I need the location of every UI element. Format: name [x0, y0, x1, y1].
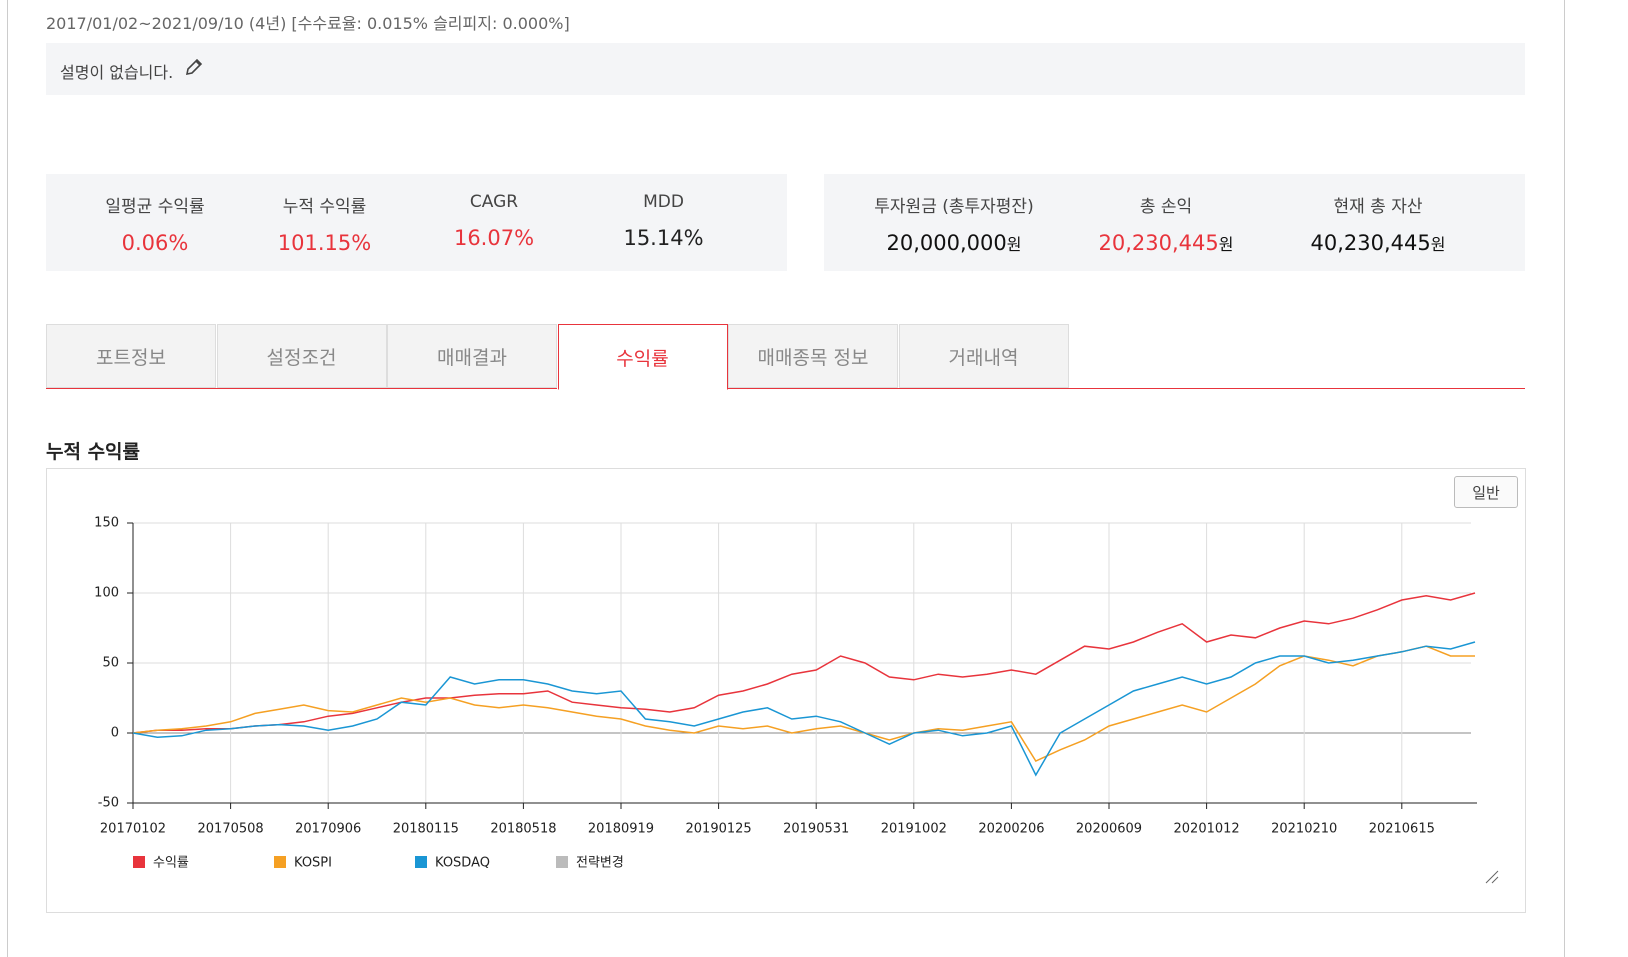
y-tick-label: 0	[111, 726, 119, 741]
legend-label: 수익률	[153, 856, 189, 871]
stat: CAGR 16.07%	[409, 192, 579, 250]
x-tick-label: 20180518	[490, 822, 556, 837]
y-tick-label: 50	[102, 656, 119, 671]
stat: 누적 수익률 101.15%	[240, 192, 410, 255]
stat-value: 20,230,445원	[1046, 231, 1286, 255]
stat-number: 15.14%	[623, 226, 704, 250]
x-tick-label: 20200609	[1076, 822, 1142, 837]
x-tick-label: 20170102	[100, 822, 166, 837]
stat-label: 총 손익	[1139, 197, 1193, 217]
chart: -50 0 50 100 150 20170102 20170508 20170906 2018…	[94, 516, 1499, 884]
stat-value: 101.15%	[240, 231, 410, 255]
legend-label: KOSPI	[294, 856, 332, 871]
x-tick-label: 20170906	[295, 822, 361, 837]
chart-box	[46, 468, 1526, 913]
series-line	[132, 592, 1476, 734]
stat-unit: 원	[1430, 235, 1446, 254]
y-tick-label: 100	[94, 586, 119, 601]
tab[interactable]: 매매종목 정보	[728, 324, 898, 388]
tab[interactable]: 거래내역	[898, 324, 1069, 388]
tab[interactable]: 설정조건	[216, 324, 387, 388]
x-tick-label: 20180115	[393, 822, 459, 837]
stat-number: 20,230,445	[1098, 231, 1219, 255]
stat-value: 40,230,445원	[1258, 231, 1498, 255]
resize-handle	[1485, 870, 1499, 884]
series-line	[132, 645, 1475, 762]
stat-label: 일평균 수익률	[105, 197, 205, 217]
stat: 현재 총 자산 40,230,445원	[1258, 192, 1498, 255]
legend-label: 전략변경	[576, 856, 624, 871]
section-title: 누적 수익률	[46, 441, 141, 463]
stats-right-box: 투자원금 (총투자평잔) 20,000,000원 총 손익 20,230,445원 현재…	[824, 174, 1525, 271]
description-box: 설명이 없습니다.	[46, 43, 1525, 95]
stat-label: 투자원금 (총투자평잔)	[874, 197, 1034, 217]
tab[interactable]: 매매결과	[387, 324, 557, 388]
x-tick-label: 20210210	[1271, 822, 1337, 837]
stat-number: 101.15%	[277, 231, 372, 255]
x-tick-label: 20191002	[881, 822, 947, 837]
stat-number: 0.06%	[121, 231, 189, 255]
stat: 투자원금 (총투자평잔) 20,000,000원	[834, 192, 1074, 255]
y-tick-label: -50	[98, 796, 119, 811]
stat-label: 누적 수익률	[282, 197, 367, 217]
tab-underline	[46, 388, 557, 389]
stat: MDD 15.14%	[579, 192, 749, 250]
legend-swatch	[274, 856, 286, 868]
stat: 일평균 수익률 0.06%	[70, 192, 240, 255]
legend-swatch	[415, 856, 427, 868]
tab[interactable]: 포트정보	[46, 324, 216, 388]
x-tick-label: 20180919	[588, 822, 654, 837]
stat-number: 16.07%	[453, 226, 535, 250]
stat-label: 현재 총 자산	[1333, 197, 1423, 217]
tab[interactable]: 수익률	[557, 324, 728, 390]
x-tick-label: 20190531	[783, 822, 849, 837]
x-tick-label: 20170508	[198, 822, 264, 837]
tab-underline	[727, 388, 1525, 389]
stat-label: CAGR	[469, 192, 519, 212]
stats-left-box: 일평균 수익률 0.06% 누적 수익률 101.15% CAGR 16.07% MDD 15…	[46, 174, 787, 271]
legend-swatch	[556, 856, 568, 868]
stat-unit: 원	[1006, 235, 1022, 254]
stat-number: 20,000,000	[886, 231, 1007, 255]
stat-number: 40,230,445	[1310, 231, 1431, 255]
edit-icon[interactable]	[184, 57, 204, 77]
period: 2017/01/02~2021/09/10 (4년) [수수료율: 0.015%…	[46, 14, 570, 33]
x-tick-label: 20200206	[978, 822, 1044, 837]
x-tick-label: 20201012	[1174, 822, 1240, 837]
stat-unit: 원	[1218, 235, 1234, 254]
x-tick-label: 20210615	[1369, 822, 1435, 837]
description: 설명이 없습니다.	[60, 63, 174, 82]
mode-button[interactable]: 일반	[1454, 476, 1518, 508]
left-border	[7, 0, 8, 957]
stat-value: 0.06%	[70, 231, 240, 255]
stat-value: 16.07%	[409, 226, 579, 250]
x-tick-label: 20190125	[686, 822, 752, 837]
stat-value: 15.14%	[579, 226, 749, 250]
stat: 총 손익 20,230,445원	[1046, 192, 1286, 255]
stat-value: 20,000,000원	[834, 231, 1074, 255]
y-tick-label: 150	[94, 516, 119, 531]
series-line	[132, 641, 1476, 777]
right-border	[1564, 0, 1565, 957]
legend-label: KOSDAQ	[435, 856, 490, 871]
legend-swatch	[133, 856, 145, 868]
stat-label: MDD	[643, 192, 684, 212]
